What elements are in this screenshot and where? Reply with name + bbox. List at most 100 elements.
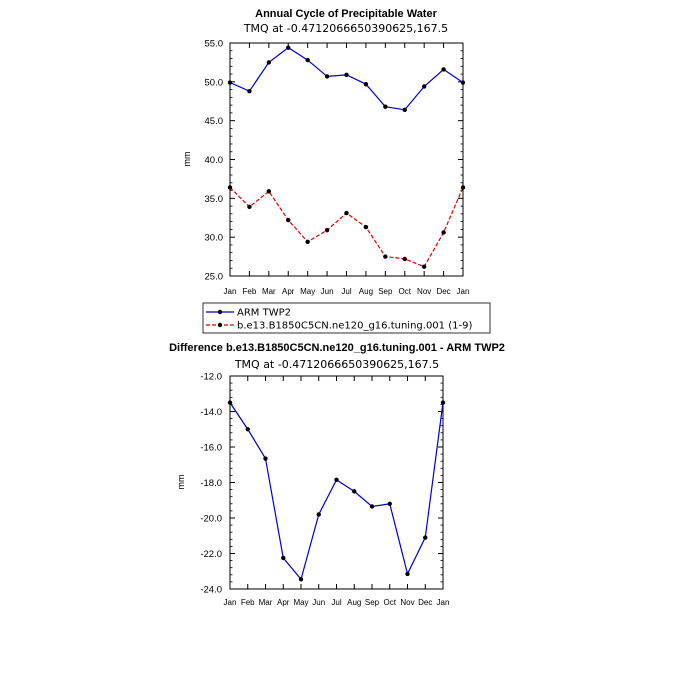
series-group [227, 45, 466, 269]
y-axis-ticks: -24.0 -22.0 -20.0 -18.0 -16.0 -14.0 -12.0 [200, 372, 443, 596]
data-point [440, 400, 446, 405]
y-tick-label: -22.0 [200, 549, 222, 560]
data-point [369, 504, 375, 509]
chart-difference: Difference b.e13.B1850C5CN.ne120_g16.tun… [169, 342, 505, 607]
x-tick-label: May [293, 598, 308, 607]
x-tick-label: Apr [282, 287, 295, 296]
data-point [344, 72, 349, 78]
x-tick-label: Dec [436, 287, 450, 296]
data-point [286, 217, 291, 223]
y-tick-label: -20.0 [200, 514, 222, 525]
series-line [229, 402, 444, 581]
chart-title: Annual Cycle of Precipitable Water [255, 8, 437, 20]
x-tick-label: Mar [262, 287, 276, 296]
data-point [363, 81, 369, 87]
series-line [229, 187, 464, 268]
x-tick-label: Apr [277, 598, 290, 607]
y-tick-label: 45.0 [205, 116, 224, 127]
x-tick-label: Jan [224, 598, 237, 607]
plot-frame [229, 42, 464, 277]
data-point [286, 45, 291, 50]
x-tick-label: Sep [365, 598, 380, 607]
y-tick-label: -24.0 [200, 585, 222, 596]
x-tick-label: Jan [457, 287, 470, 296]
x-tick-label: Jun [312, 598, 325, 607]
x-tick-label: Oct [399, 287, 412, 296]
y-tick-label: 30.0 [205, 233, 224, 244]
data-point [305, 239, 310, 245]
data-point [363, 224, 369, 230]
data-point [405, 571, 410, 577]
data-point [383, 254, 388, 259]
y-tick-label: 35.0 [205, 194, 224, 205]
x-tick-label: Mar [259, 598, 273, 607]
x-tick-label: Jul [331, 598, 341, 607]
y-tick-label: -12.0 [200, 372, 222, 383]
data-point [263, 456, 268, 461]
data-point [421, 84, 427, 89]
y-tick-label: 40.0 [205, 155, 224, 166]
legend-label-arm: ARM TWP2 [237, 308, 291, 319]
x-tick-label: Nov [417, 287, 431, 296]
data-point [402, 107, 407, 112]
x-tick-label: Dec [418, 598, 432, 607]
x-tick-label: Feb [241, 598, 255, 607]
data-point [460, 80, 466, 85]
legend-label-model: b.e13.B1850C5CN.ne120_g16.tuning.001 (1-… [237, 321, 472, 332]
chart-subtitle: TMQ at -0.4712066650390625,167.5 [234, 358, 439, 371]
data-point [227, 185, 233, 190]
chart-subtitle: TMQ at -0.4712066650390625,167.5 [243, 22, 448, 35]
x-tick-label: Nov [400, 598, 414, 607]
plot-frame [229, 375, 444, 590]
data-point [402, 256, 407, 262]
legend-marker-arm [217, 309, 223, 315]
y-tick-label: -16.0 [200, 443, 222, 454]
legend-box [202, 302, 491, 334]
x-tick-label: Jul [341, 287, 351, 296]
data-point [266, 60, 272, 65]
data-point [324, 74, 330, 79]
y-axis-ticks: 25.0 30.0 35.0 40.0 45.0 50.0 55.0 [205, 39, 463, 283]
data-point [227, 80, 233, 85]
x-axis-ticks: Jan Feb Mar Apr May Jun Jul Aug Sep Oct Nov Dec Jan [224, 376, 450, 607]
data-point [441, 230, 446, 235]
data-point [460, 185, 466, 190]
data-point [281, 555, 286, 561]
x-tick-label: Feb [243, 287, 257, 296]
data-point [324, 227, 330, 233]
y-tick-label: 50.0 [205, 77, 224, 88]
x-tick-label: Jan [224, 287, 237, 296]
y-tick-label: 55.0 [205, 39, 224, 50]
chart-title: Difference b.e13.B1850C5CN.ne120_g16.tun… [169, 342, 505, 354]
data-point [421, 264, 427, 269]
data-point [247, 204, 252, 210]
legend: ARM TWP2 b.e13.B1850C5CN.ne120_g16.tunin… [202, 302, 491, 334]
data-point [352, 489, 357, 494]
data-point [298, 577, 304, 582]
y-tick-label: -14.0 [200, 407, 222, 418]
series-group [227, 400, 446, 582]
x-tick-label: Oct [384, 598, 397, 607]
series-line [229, 46, 464, 111]
data-point [305, 57, 310, 63]
data-point [266, 189, 272, 194]
x-tick-label: Aug [359, 287, 373, 296]
data-point [344, 210, 349, 216]
x-tick-label: Jan [437, 598, 450, 607]
y-axis-label: mm [182, 152, 192, 167]
x-tick-label: May [300, 287, 315, 296]
data-point [316, 512, 321, 517]
data-point [245, 427, 250, 432]
y-axis-label: mm [176, 475, 186, 490]
data-point [334, 477, 339, 483]
data-point [227, 400, 233, 405]
data-point [247, 88, 252, 94]
x-axis-ticks: Jan Feb Mar Apr May Jun Jul Aug Sep Oct Nov Dec Jan [224, 43, 470, 296]
x-tick-label: Sep [378, 287, 393, 296]
chart-annual-cycle: Annual Cycle of Precipitable Water TMQ a… [182, 8, 469, 296]
x-tick-label: Aug [347, 598, 361, 607]
data-point [383, 104, 388, 109]
data-point [387, 501, 392, 506]
data-point [423, 535, 428, 540]
